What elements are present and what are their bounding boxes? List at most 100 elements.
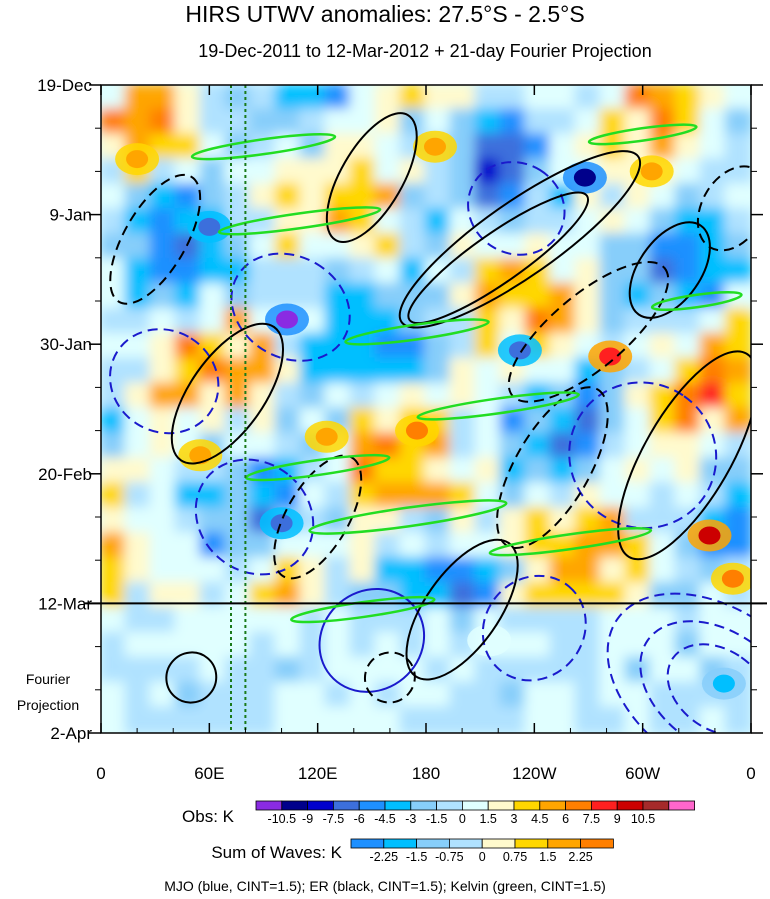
field-cell — [149, 581, 178, 610]
field-cell — [224, 532, 253, 561]
field-cell — [299, 482, 328, 511]
field-cell — [149, 606, 178, 635]
field-cell — [424, 532, 453, 561]
y-tick-label: 20-Feb — [38, 465, 92, 484]
field-cell — [424, 681, 453, 710]
field-cell — [449, 332, 478, 361]
field-cell — [299, 85, 328, 112]
field-cell — [149, 282, 178, 311]
field-cell — [674, 233, 703, 261]
field-cell — [724, 307, 751, 336]
field-cell — [624, 631, 653, 660]
field-cell — [674, 407, 703, 436]
field-cell — [149, 631, 178, 660]
field-cell — [124, 233, 153, 261]
field-cell — [474, 557, 503, 585]
field-cell — [399, 457, 428, 486]
field-cell — [374, 357, 403, 386]
field-cell — [299, 631, 328, 660]
field-cell — [399, 656, 428, 685]
field-cell — [524, 457, 553, 486]
field-cell — [649, 183, 678, 212]
field-cell — [449, 257, 478, 286]
field-cell — [249, 656, 278, 685]
field-cell — [124, 183, 153, 212]
field-cell — [101, 557, 128, 585]
wave-contours — [109, 112, 751, 733]
colorbar-tick-label: -0.75 — [435, 850, 464, 864]
field-cell — [599, 233, 628, 261]
field-cell — [474, 332, 503, 361]
field-cell — [274, 706, 303, 733]
field-cell — [149, 233, 178, 261]
field-cell — [649, 307, 678, 336]
field-cell — [574, 282, 603, 311]
field-cell — [649, 507, 678, 536]
field-cell — [449, 282, 478, 311]
field-cell — [599, 133, 628, 162]
mjo-contour — [230, 252, 351, 362]
negative-anomaly — [270, 514, 293, 533]
field-cell — [549, 357, 578, 386]
field-cell — [174, 85, 203, 112]
field-cell — [549, 432, 578, 461]
field-cell — [399, 706, 428, 733]
colorbar-tick-label: -4.5 — [374, 812, 396, 826]
field-cell — [349, 357, 378, 386]
plot-area — [101, 85, 751, 733]
colorbar-tick-label: 10.5 — [631, 812, 655, 826]
er-contour — [165, 651, 218, 704]
field-cell — [274, 432, 303, 461]
field-cell — [299, 183, 328, 212]
field-cell — [599, 307, 628, 336]
field-cell — [474, 85, 503, 112]
field-cell — [149, 332, 178, 361]
field-cell — [549, 507, 578, 536]
mjo-contour — [639, 620, 751, 733]
field-cell — [274, 108, 303, 137]
field-cell — [474, 432, 503, 461]
field-cell — [199, 282, 228, 311]
field-cell — [101, 432, 128, 461]
field-cell — [599, 532, 628, 561]
field-cell — [374, 257, 403, 286]
y-tick-label: 12-Mar — [38, 594, 92, 613]
field-cell — [424, 158, 453, 187]
field-cell — [324, 557, 353, 585]
field-cell — [224, 557, 253, 585]
field-cell — [349, 482, 378, 511]
positive-anomaly — [640, 162, 663, 181]
field-cell — [349, 457, 378, 486]
kelvin-contour — [650, 290, 743, 312]
field-cell — [124, 407, 153, 436]
colorbar-swatch — [547, 838, 581, 849]
field-cell — [149, 208, 178, 237]
field-cell — [574, 432, 603, 461]
field-cell — [674, 85, 703, 112]
colorbar-swatch — [642, 800, 670, 811]
field-cell — [549, 606, 578, 635]
field-cell — [274, 332, 303, 361]
field-cell — [649, 457, 678, 486]
field-cell — [424, 282, 453, 311]
colorbar-swatch — [410, 800, 437, 811]
field-cell — [699, 706, 728, 733]
positive-anomaly — [424, 137, 446, 156]
field-cell — [124, 631, 153, 660]
y-tick-label: 19-Dec — [37, 76, 92, 95]
field-cell — [349, 108, 378, 137]
field-cell — [724, 108, 751, 137]
field-cell — [699, 108, 728, 137]
field-cell — [101, 581, 128, 610]
field-cell — [424, 208, 453, 237]
waves-colorbar: -2.25 -1.5 -0.75 0 0.75 1.5 2.25 — [350, 838, 614, 864]
field-cell — [124, 706, 153, 733]
field-cell — [474, 656, 503, 685]
obs-colorbar-label: Obs: K — [182, 807, 235, 826]
colorbar-swatch — [565, 800, 592, 811]
colorbar-swatch — [350, 838, 385, 849]
field-cell — [224, 158, 253, 187]
kelvin-contour — [217, 206, 382, 236]
colorbar-swatch — [281, 800, 308, 811]
x-tick-label: 180 — [412, 764, 440, 783]
